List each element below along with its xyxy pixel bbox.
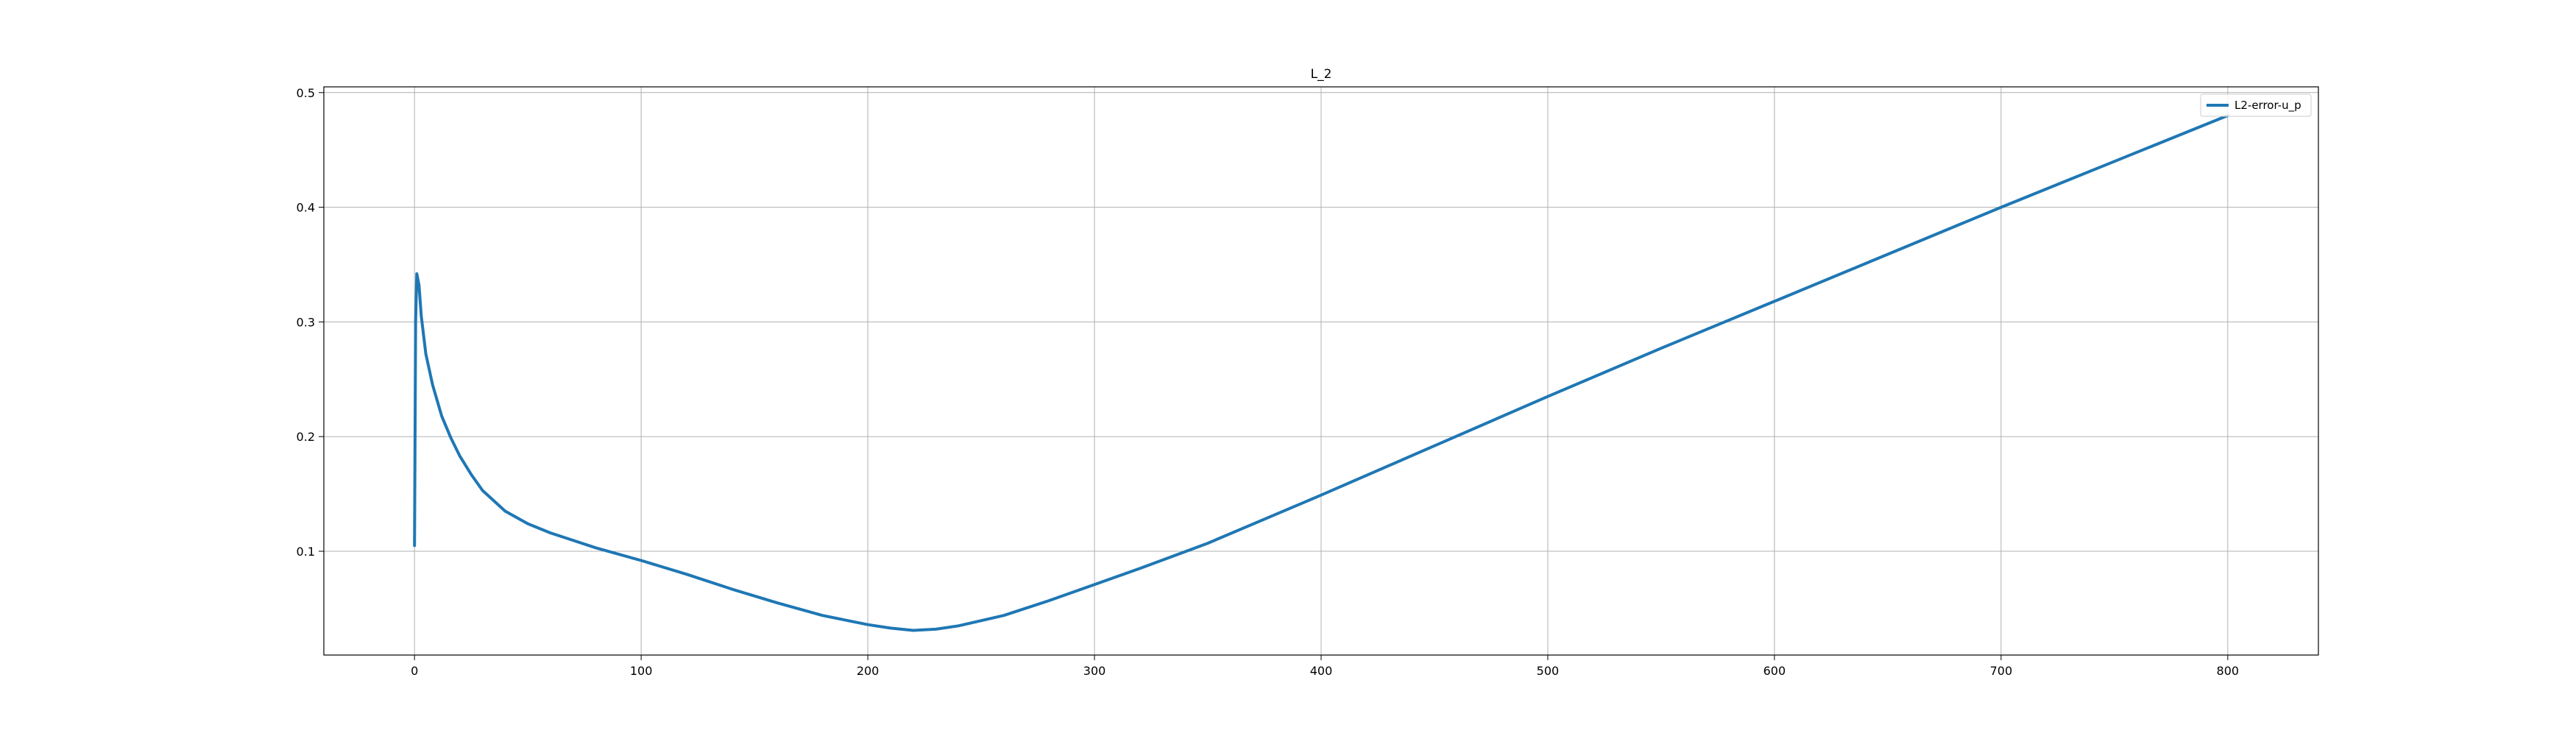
x-tick-label: 200: [857, 664, 880, 678]
x-tick-label: 100: [630, 664, 653, 678]
y-tick-label: 0.2: [297, 430, 315, 444]
chart-title: L_2: [1311, 67, 1332, 82]
y-axis: 0.1 0.2 0.3 0.4 0.5: [297, 86, 324, 559]
x-tick-label: 500: [1537, 664, 1560, 678]
x-tick-label: 0: [411, 664, 418, 678]
series-line: [413, 114, 2229, 632]
y-tick-label: 0.5: [297, 86, 315, 100]
y-tick-label: 0.1: [297, 545, 315, 559]
x-tick-label: 300: [1083, 664, 1106, 678]
y-tick-label: 0.4: [297, 201, 315, 215]
x-tick-label: 400: [1310, 664, 1333, 678]
y-tick-label: 0.3: [297, 315, 315, 329]
legend-box: [2200, 93, 2312, 117]
x-tick-label: 600: [1763, 664, 1786, 678]
series-layer: [413, 114, 2229, 632]
x-tick-label: 700: [1990, 664, 2013, 678]
grid: [324, 87, 2318, 655]
legend-label: L2-error-u_p: [2234, 99, 2301, 113]
x-axis: 0 100 200 300 400 500 600 700 800: [411, 655, 2239, 678]
x-tick-label: 800: [2217, 664, 2240, 678]
legend: L2-error-u_p: [2200, 93, 2312, 117]
